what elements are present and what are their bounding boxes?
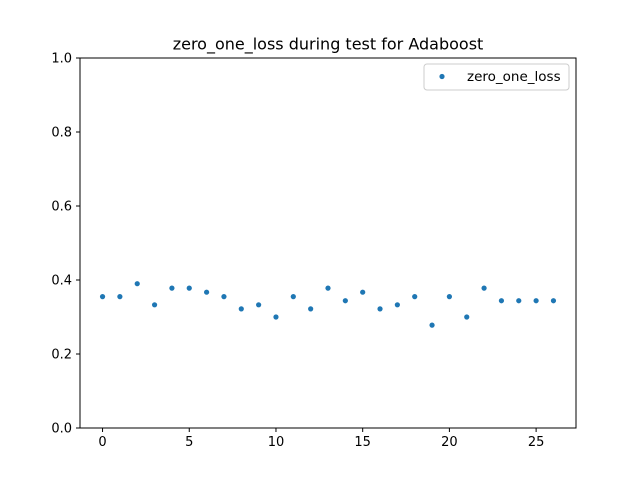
data-point [516,298,522,304]
y-tick-label: 0.6 [51,200,72,215]
data-point [446,294,452,300]
data-point [464,314,470,320]
data-point [99,294,106,300]
data-point [394,302,400,308]
x-tick-label: 15 [354,435,371,450]
x-tick-label: 5 [185,435,193,450]
plot-area [80,58,576,428]
data-point [342,298,348,304]
data-point [169,285,175,291]
x-tick-label: 10 [268,435,285,450]
data-point [377,306,383,312]
data-point [481,285,487,291]
data-point [429,322,435,328]
data-point [290,294,296,300]
data-points [99,281,557,328]
y-tick-label: 0.0 [51,422,72,437]
y-axis-ticks: 0.0 0.2 0.4 0.6 0.8 1.0 [51,52,80,437]
data-point [325,285,331,291]
data-point [550,298,557,304]
y-tick-label: 1.0 [51,52,72,67]
x-axis-ticks: 0 5 10 15 20 25 [98,428,544,450]
data-point [186,285,192,291]
y-tick-label: 0.8 [51,126,72,141]
data-point [256,302,262,308]
data-point [204,289,210,295]
x-tick-label: 20 [441,435,458,450]
data-point [238,306,244,312]
legend: zero_one_loss [423,63,570,91]
legend-label: zero_one_loss [467,69,561,85]
data-point [134,281,140,287]
data-point [308,306,314,312]
data-point [117,294,123,300]
data-point [273,314,279,320]
data-point [412,294,418,300]
data-point [151,302,158,308]
legend-box [423,63,570,91]
data-point [498,298,505,304]
x-tick-label: 25 [528,435,545,450]
plot-frame [79,57,577,429]
data-point [360,289,366,295]
y-tick-label: 0.2 [51,348,72,363]
data-point [533,298,539,304]
y-tick-label: 0.4 [51,274,72,289]
data-point [221,294,227,300]
chart-title: zero_one_loss during test for Adaboost [173,35,484,55]
legend-marker [439,73,445,80]
x-tick-label: 0 [98,435,106,450]
